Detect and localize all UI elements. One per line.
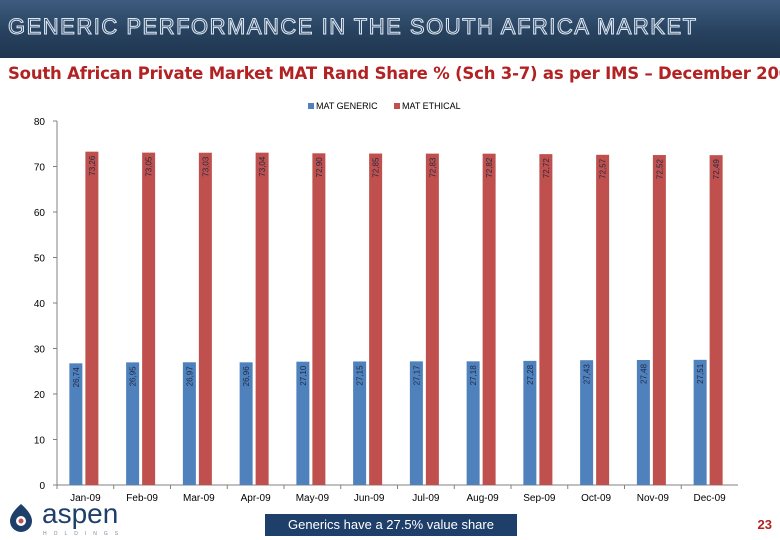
company-logo: aspen HOLDINGS xyxy=(6,498,126,538)
y-tick-label: 50 xyxy=(34,254,46,265)
generic-bar xyxy=(523,360,537,485)
bar-data-label: 26,97 xyxy=(185,366,194,387)
bar-chart: 0 10 20 30 40 50 60 70 80 Jan-09 Feb-09 Mar-09 Apr-0… xyxy=(34,101,738,504)
bar-data-label: 26,74 xyxy=(72,367,81,388)
bar-data-label: 72,90 xyxy=(315,157,324,178)
legend-swatch xyxy=(394,103,400,109)
bar-data-label: 27,28 xyxy=(526,364,535,385)
y-tick-label: 20 xyxy=(34,390,46,401)
bar-data-label: 26,96 xyxy=(242,366,251,387)
bar-data-label: 73,03 xyxy=(201,156,210,177)
bar-data-label: 72,85 xyxy=(372,157,381,178)
y-tick-label: 60 xyxy=(34,208,46,219)
page-number: 23 xyxy=(757,517,772,532)
x-tick-label: Aug-09 xyxy=(467,493,500,504)
x-tick-label: Apr-09 xyxy=(241,493,271,504)
bar-data-label: 72,72 xyxy=(542,158,551,179)
ethical-bar xyxy=(709,155,723,485)
ethical-bar xyxy=(369,153,383,485)
y-tick-label: 70 xyxy=(34,163,46,174)
chart-bars: 26,74 73,26 26,95 73,05 26,97 73,03 26,96 73,04… xyxy=(69,151,723,485)
ethical-bar xyxy=(539,154,553,485)
ethical-bar xyxy=(652,155,666,485)
chart-subtitle: South African Private Market MAT Rand Sh… xyxy=(8,64,780,83)
legend-label: MAT GENERIC xyxy=(316,101,378,111)
generic-bar xyxy=(69,363,83,485)
chart-axes: 0 10 20 30 40 50 60 70 80 Jan-09 Feb-09 Mar-09 Apr-0… xyxy=(34,117,738,504)
x-tick-label: Dec-09 xyxy=(694,493,727,504)
legend-swatch xyxy=(308,103,314,109)
ethical-bar xyxy=(596,154,610,485)
bar-data-label: 73,26 xyxy=(88,155,97,176)
x-tick-label: Jun-09 xyxy=(354,493,385,504)
y-tick-label: 0 xyxy=(39,481,45,492)
generic-bar xyxy=(466,361,480,485)
header-banner: GENERIC PERFORMANCE IN THE SOUTH AFRICA … xyxy=(0,0,780,58)
x-tick-label: Nov-09 xyxy=(637,493,670,504)
generic-bar xyxy=(126,362,140,485)
ethical-bar xyxy=(482,153,496,485)
logo-sub: HOLDINGS xyxy=(43,531,126,537)
x-tick-label: Oct-09 xyxy=(581,493,611,504)
bar-data-label: 73,05 xyxy=(145,156,154,177)
y-tick-label: 80 xyxy=(34,117,46,128)
bar-data-label: 73,04 xyxy=(258,156,267,177)
generic-bar xyxy=(353,361,367,485)
chart-legend: MAT GENERIC MAT ETHICAL xyxy=(308,101,461,111)
generic-bar xyxy=(296,361,310,485)
x-tick-label: May-09 xyxy=(296,493,330,504)
bar-data-label: 72,52 xyxy=(655,158,664,179)
bar-data-label: 72,57 xyxy=(599,158,608,179)
bar-data-label: 27,51 xyxy=(696,363,705,384)
generic-bar xyxy=(636,359,650,485)
aspen-logo-icon xyxy=(10,504,32,532)
ethical-bar xyxy=(312,153,326,485)
ethical-bar xyxy=(425,153,439,485)
x-tick-label: Sep-09 xyxy=(523,493,556,504)
ethical-bar xyxy=(142,152,156,485)
ethical-bar xyxy=(255,152,269,485)
generic-bar xyxy=(239,362,253,485)
generic-bar xyxy=(580,360,594,485)
bar-data-label: 72,83 xyxy=(428,157,437,178)
generic-bar xyxy=(182,362,196,485)
bar-data-label: 27,48 xyxy=(639,363,648,384)
y-tick-label: 30 xyxy=(34,345,46,356)
bar-data-label: 27,17 xyxy=(412,365,421,386)
logo-name: aspen xyxy=(42,498,119,529)
legend-label: MAT ETHICAL xyxy=(402,101,461,111)
bar-data-label: 27,18 xyxy=(469,365,478,386)
y-tick-label: 10 xyxy=(34,436,46,447)
ethical-bar xyxy=(198,152,212,485)
x-tick-label: Jan-09 xyxy=(70,493,101,504)
bar-data-label: 27,43 xyxy=(583,364,592,385)
x-tick-label: Mar-09 xyxy=(183,493,215,504)
generic-bar xyxy=(409,361,423,485)
bar-data-label: 26,95 xyxy=(129,366,138,387)
x-tick-label: Jul-09 xyxy=(412,493,440,504)
bar-data-label: 72,49 xyxy=(712,159,721,180)
generic-bar xyxy=(693,359,707,485)
generic-share-callout: Generics have a 27.5% value share xyxy=(265,514,517,536)
y-tick-label: 40 xyxy=(34,299,46,310)
x-tick-label: Feb-09 xyxy=(126,493,158,504)
bar-data-label: 27,10 xyxy=(299,365,308,386)
bar-data-label: 27,15 xyxy=(356,365,365,386)
bar-data-label: 72,82 xyxy=(485,157,494,178)
ethical-bar xyxy=(85,151,99,485)
page-title: GENERIC PERFORMANCE IN THE SOUTH AFRICA … xyxy=(8,14,698,40)
